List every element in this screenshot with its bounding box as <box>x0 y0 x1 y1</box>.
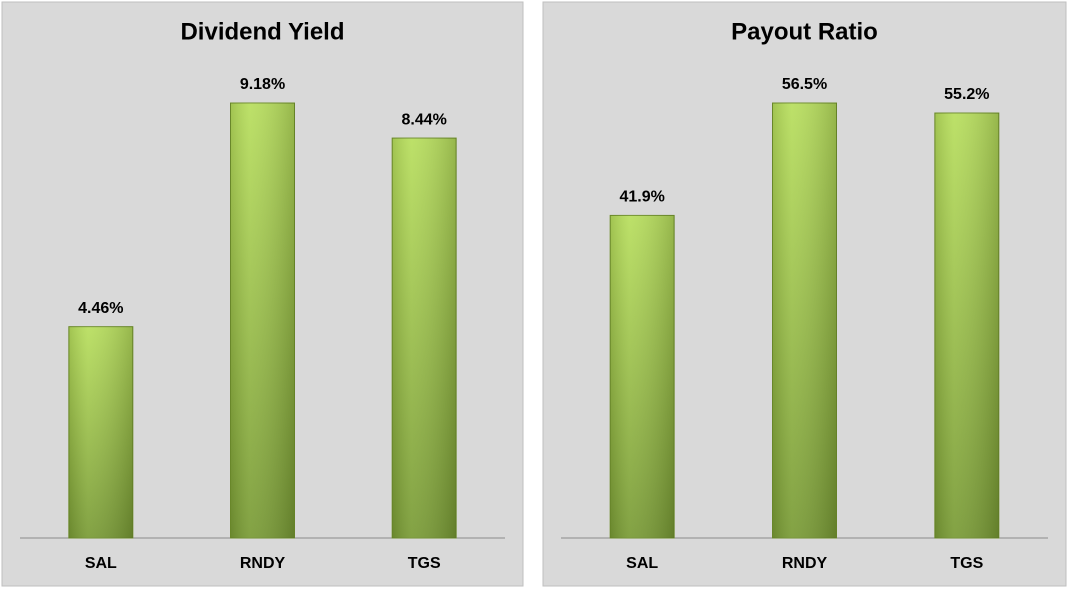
chart-panel: Dividend Yield 4.46% SAL 9.18% RNDY 8.44% TGS <box>1 1 524 587</box>
value-label: 4.46% <box>78 300 123 317</box>
chart-title: Dividend Yield <box>180 18 344 45</box>
x-tick-label: TGS <box>408 555 441 572</box>
x-tick-label: TGS <box>950 555 983 572</box>
value-label: 8.44% <box>401 111 446 128</box>
value-label: 41.9% <box>619 189 664 206</box>
chart-panel: Payout Ratio 41.9% SAL 56.5% RNDY 55.2% TGS <box>542 1 1067 587</box>
x-tick-label: RNDY <box>782 555 828 572</box>
value-label: 56.5% <box>782 76 827 93</box>
x-tick-label: SAL <box>85 555 117 572</box>
bar-shade <box>934 113 999 538</box>
x-tick-label: SAL <box>626 555 658 572</box>
bar-shade <box>68 326 133 538</box>
bar-shade <box>392 138 457 538</box>
bar-shade <box>772 103 837 538</box>
value-label: 55.2% <box>944 86 989 103</box>
bar-shade <box>230 103 295 538</box>
bar-shade <box>610 215 675 538</box>
chart-title: Payout Ratio <box>731 18 878 45</box>
value-label: 9.18% <box>240 76 285 93</box>
x-tick-label: RNDY <box>240 555 286 572</box>
